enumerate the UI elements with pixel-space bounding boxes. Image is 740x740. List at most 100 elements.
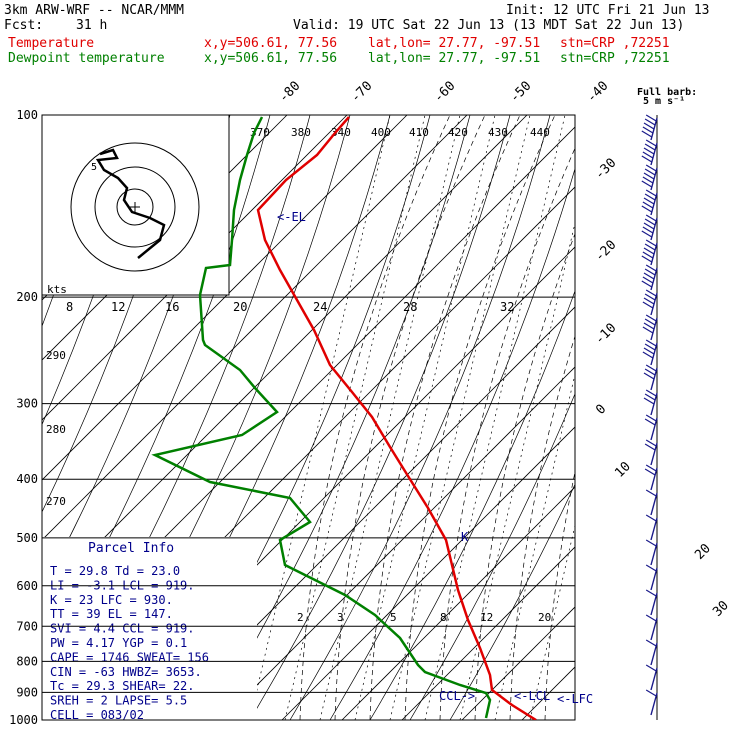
wind-barb-flag <box>645 464 657 472</box>
wind-barb <box>650 467 658 491</box>
wind-barb-flag <box>643 347 655 355</box>
hodograph-ring-inner <box>116 188 154 226</box>
wind-barb <box>650 567 658 591</box>
theta-label: 280 <box>46 423 66 436</box>
wind-barb-flag <box>645 114 657 122</box>
moist-adiabat-line <box>509 335 575 720</box>
mixing-ratio-line <box>494 372 575 720</box>
wind-barb-flag <box>642 351 654 359</box>
wind-barb-flag <box>643 197 655 205</box>
wind-barb-flag <box>645 689 657 697</box>
dry-adiabat-line <box>449 483 575 720</box>
wind-barb-flag <box>641 255 653 263</box>
hodograph-ring-outer <box>70 142 200 272</box>
wind-barb-flag <box>641 155 653 163</box>
hodograph-center-cross <box>130 202 140 212</box>
dry-adiabat-line <box>369 289 575 720</box>
mixing-ratio-line <box>319 115 461 720</box>
mixing-ratio-label: 2 <box>297 611 304 624</box>
wind-barb <box>650 542 658 566</box>
wind-barb <box>650 417 658 441</box>
wind-barb-flag <box>642 226 654 234</box>
wind-barb-flag <box>644 468 656 476</box>
dry-adiabat-line <box>329 167 575 720</box>
isotherm-label: -10 <box>592 321 619 348</box>
mixing-ratio-line <box>389 115 531 720</box>
wind-barb-flag <box>644 268 656 276</box>
dewpoint-xy: x,y=506.61, 77.56 <box>204 51 338 66</box>
wind-barb <box>650 442 658 466</box>
parcel-info-title: Parcel Info <box>88 541 174 556</box>
dewpoint-legend-label: Dewpoint temperature <box>8 51 165 66</box>
theta-e-label: 400 <box>371 126 391 139</box>
ccl-marker: CCL-> <box>439 689 475 703</box>
wind-barb-flag <box>644 368 656 376</box>
wind-barb-flag <box>645 564 657 572</box>
parcel-info-row: CIN = -63 HWBZ= 3653. <box>50 665 202 679</box>
wind-barb-flag <box>642 326 654 334</box>
theta-e-label: 420 <box>448 126 468 139</box>
pressure-label: 600 <box>16 579 38 593</box>
barb-legend-title: Full barb: <box>637 87 697 98</box>
el-marker: <-EL <box>277 210 306 224</box>
mixing-ratio-line <box>249 115 391 720</box>
pressure-label: 900 <box>16 685 38 699</box>
wind-barb-flag <box>645 614 657 622</box>
wind-barb-flag <box>644 418 656 426</box>
wind-barb-flag <box>642 151 654 159</box>
wind-barb-flag <box>643 272 655 280</box>
isotherm-label: -60 <box>431 79 458 106</box>
pressure-label: 1000 <box>9 713 38 727</box>
wind-barb-flag <box>645 189 657 197</box>
wind-barb-flag <box>642 176 654 184</box>
wind-barb-flag <box>642 276 654 284</box>
wind-barb-flag <box>641 205 653 213</box>
wind-barb-flag <box>644 193 656 201</box>
hodograph-ring-middle <box>94 166 176 248</box>
isotherm-line <box>42 115 528 601</box>
isotherm-label: 0 <box>593 402 609 418</box>
init-time: Init: 12 UTC Fri 21 Jun 13 <box>506 3 710 18</box>
wind-barb-flag <box>645 314 657 322</box>
wind-barb-flag <box>645 389 657 397</box>
wind-barb <box>650 692 658 716</box>
isotherm-label: -80 <box>276 79 303 106</box>
moist-adiabat-line <box>439 147 575 720</box>
wind-barb-flag <box>641 130 653 138</box>
wind-barb <box>650 592 658 616</box>
wind-barb-flag <box>643 122 655 130</box>
wind-barb-flag <box>645 139 657 147</box>
moist-adiabat-line <box>474 232 575 720</box>
parcel-info-row: TT = 39 EL = 147. <box>50 607 173 621</box>
mixing-ratio-label: 32 <box>500 300 514 314</box>
moist-adiabat-line <box>299 115 451 720</box>
wind-barb <box>650 617 658 641</box>
wind-barb-flag <box>644 243 656 251</box>
isotherm-line <box>521 666 575 720</box>
isotherm-label: -50 <box>507 79 534 106</box>
dewpoint-profile-line <box>151 116 492 719</box>
forecast-hour: 31 h <box>76 18 108 33</box>
wind-barb-flag <box>644 393 656 401</box>
wind-barb-flag <box>645 289 657 297</box>
dry-adiabat-line <box>409 392 575 720</box>
wind-barb-flag <box>643 322 655 330</box>
moist-adiabat-line <box>369 115 521 720</box>
pressure-label: 300 <box>16 397 38 411</box>
mixing-ratio-line <box>529 523 575 720</box>
wind-barb-flag <box>641 280 653 288</box>
lcl-marker: <-LCL <box>514 689 550 703</box>
wind-barb-flag <box>644 168 656 176</box>
wind-barb-flag <box>645 164 657 172</box>
dry-adiabat-line <box>289 115 551 720</box>
forecast-label: Fcst: <box>4 18 44 33</box>
wind-barb-flag <box>642 126 654 134</box>
mixing-ratio-label: 12 <box>480 611 493 624</box>
wind-barb <box>650 492 658 516</box>
model-title: 3km ARW-WRF -- NCAR/MMM <box>4 3 185 18</box>
isotherm-line <box>221 366 575 720</box>
parcel-info-panel: Parcel Info T = 29.8 Td = 23.0LI = -3.1 … <box>42 537 257 722</box>
theta-e-label: 430 <box>488 126 508 139</box>
pressure-label: 200 <box>16 290 38 304</box>
